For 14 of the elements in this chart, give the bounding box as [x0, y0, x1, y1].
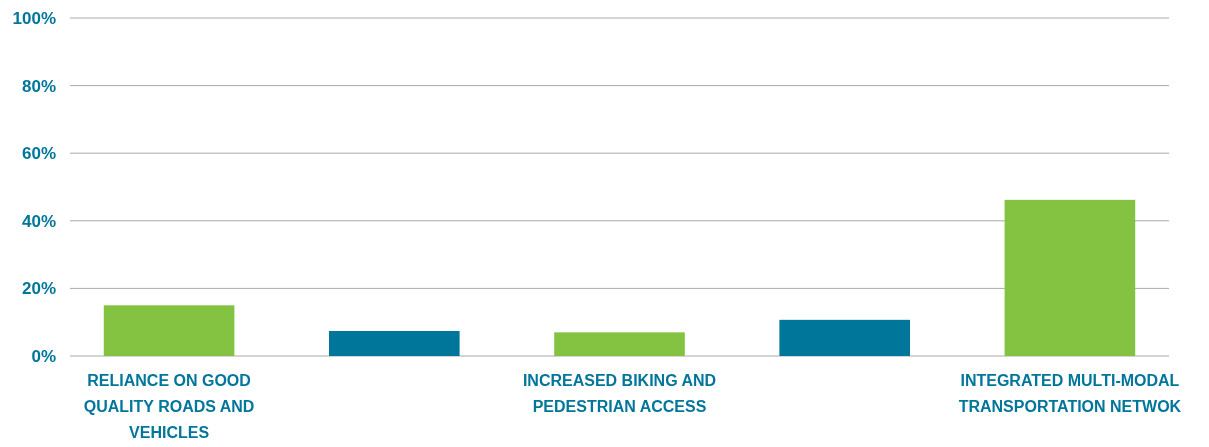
- y-tick-label: 0%: [31, 346, 56, 366]
- y-tick-label: 20%: [21, 279, 56, 299]
- bar: [103, 305, 235, 356]
- y-tick-label: 80%: [21, 76, 56, 96]
- y-tick-label: 60%: [21, 144, 56, 164]
- bar: [1004, 199, 1136, 356]
- x-tick-label: INTEGRATED MULTI-MODAL TRANSPORTATION NETWOK: [958, 372, 1182, 415]
- bar: [779, 319, 911, 356]
- bar: [554, 332, 685, 356]
- x-tick-label: RELIANCE ON GOOD QUALITY ROADS AND VEHICLES: [83, 372, 255, 441]
- x-tick-label: INCREASED BIKING AND PEDESTRIAN ACCESS: [522, 372, 717, 415]
- y-tick-label: 40%: [21, 211, 56, 231]
- y-tick-label: 100%: [12, 8, 56, 28]
- bar: [328, 330, 460, 356]
